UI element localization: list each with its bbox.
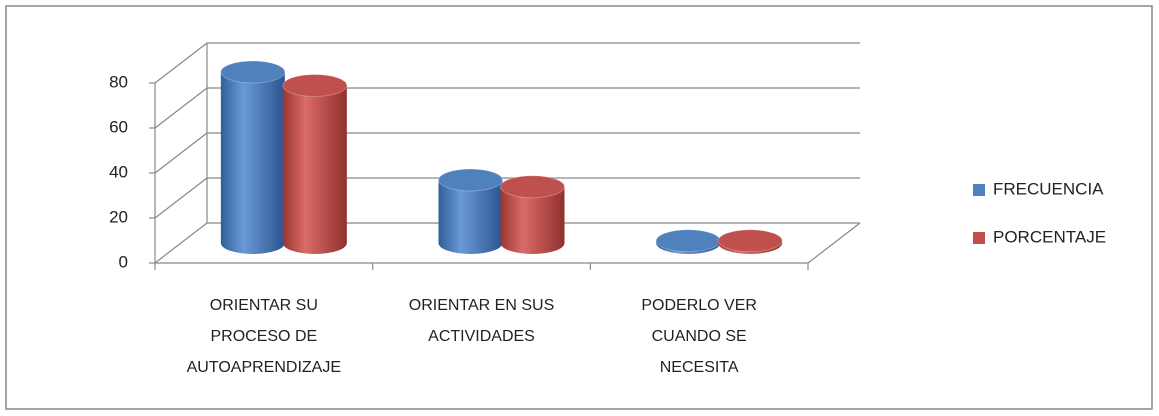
y-tick-label: 60 (109, 117, 128, 136)
bar-body (500, 186, 565, 255)
bar (717, 229, 783, 255)
y-tick-label: 80 (109, 72, 128, 91)
bar-body (438, 180, 503, 255)
legend-label: PORCENTAJE (993, 227, 1106, 246)
y-tick-label: 40 (109, 162, 128, 181)
legend-swatch (973, 232, 985, 244)
y-tick-label: 20 (109, 207, 128, 226)
bar (220, 60, 286, 254)
x-tick-label: PODERLO VER CUANDO SE NECESITA (641, 297, 757, 376)
x-tick-label: ORIENTAR EN SUS ACTIVIDADES (408, 297, 555, 345)
bar-top (655, 229, 721, 253)
bar-top (220, 60, 286, 84)
legend-label: FRECUENCIA (993, 179, 1104, 198)
bar-top (717, 229, 783, 253)
bar-top (282, 74, 348, 97)
legend-swatch (973, 184, 985, 196)
chart-border (5, 5, 1153, 410)
bar-body (220, 72, 285, 254)
bar (500, 175, 565, 255)
x-tick-label: ORIENTAR SU PROCESO DE AUTOAPRENDIZAJE (186, 297, 342, 376)
bar (438, 168, 503, 255)
bar (282, 74, 348, 255)
bar-body (282, 85, 347, 255)
bar-top (438, 168, 503, 192)
bar (655, 229, 721, 255)
y-tick-label: 0 (119, 252, 128, 271)
bar-top (500, 175, 565, 199)
